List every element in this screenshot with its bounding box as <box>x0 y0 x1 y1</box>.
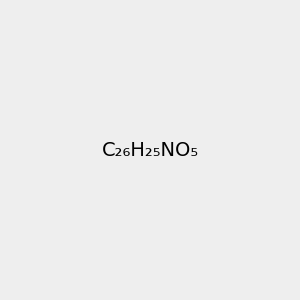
Text: C₂₆H₂₅NO₅: C₂₆H₂₅NO₅ <box>101 140 199 160</box>
